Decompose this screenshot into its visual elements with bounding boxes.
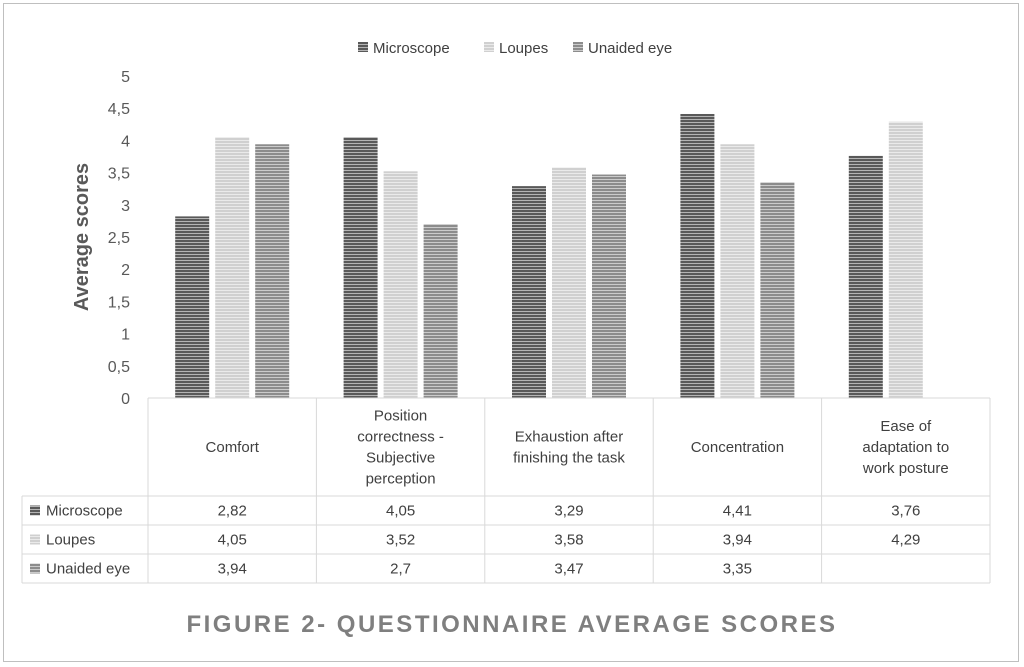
category-label: work posture — [862, 460, 949, 477]
y-tick-label: 1,5 — [108, 294, 130, 311]
y-tick-label: 0,5 — [108, 359, 130, 376]
y-axis-label: Average scores — [71, 163, 93, 311]
bar — [848, 155, 883, 398]
row-series-label: Microscope — [46, 503, 123, 520]
bar — [423, 224, 458, 398]
table-cell: 2,7 — [390, 561, 411, 578]
category-label: perception — [366, 471, 436, 488]
table-cell: 4,05 — [386, 503, 415, 520]
y-tick-label: 5 — [121, 69, 130, 86]
y-tick-label: 4 — [121, 133, 130, 150]
y-tick-label: 3,5 — [108, 166, 130, 183]
legend-swatch-0 — [358, 42, 368, 52]
legend-label-2: Unaided eye — [588, 40, 672, 57]
row-legend-swatch — [30, 563, 40, 574]
row-legend-swatch — [30, 505, 40, 516]
bar — [383, 171, 418, 398]
category-label: correctness - — [357, 429, 444, 446]
table-cell: 3,35 — [723, 561, 752, 578]
category-label: adaptation to — [862, 439, 949, 456]
table-cell: 3,29 — [554, 503, 583, 520]
table-cell: 3,52 — [386, 532, 415, 549]
table-cell: 2,82 — [218, 503, 247, 520]
figure-title: FIGURE 2- QUESTIONNAIRE AVERAGE SCORES — [186, 611, 838, 638]
y-tick-label: 2 — [121, 262, 130, 279]
row-legend-swatch — [30, 534, 40, 545]
y-tick-label: 4,5 — [108, 101, 130, 118]
row-series-label: Unaided eye — [46, 561, 130, 578]
bar — [888, 121, 923, 398]
bar — [592, 174, 626, 398]
legend-swatch-1 — [484, 42, 494, 52]
table-cell: 3,76 — [891, 503, 920, 520]
bar — [512, 186, 546, 398]
legend-label-0: Microscope — [373, 40, 450, 57]
category-label: Ease of — [880, 418, 932, 435]
table-cell: 4,29 — [891, 532, 920, 549]
y-tick-label: 3 — [121, 198, 130, 215]
bar — [720, 144, 755, 398]
bar — [760, 182, 795, 398]
bar — [343, 137, 378, 398]
legend: Microscope Loupes Unaided eye — [358, 40, 672, 57]
bar — [255, 144, 290, 398]
category-label: Exhaustion after — [515, 429, 623, 446]
row-series-label: Loupes — [46, 532, 95, 549]
bar — [215, 137, 250, 398]
bar — [175, 216, 210, 398]
y-tick-label: 2,5 — [108, 230, 130, 247]
table-cell: 3,94 — [218, 561, 247, 578]
data-table-grid — [21, 397, 991, 584]
category-label: Concentration — [691, 439, 784, 456]
category-label: finishing the task — [513, 450, 625, 467]
bar — [552, 167, 586, 398]
category-label: Comfort — [206, 439, 260, 456]
category-label: Position — [374, 408, 427, 425]
table-cell: 3,58 — [554, 532, 583, 549]
table-cell: 3,47 — [554, 561, 583, 578]
table-cell: 4,41 — [723, 503, 752, 520]
bar — [680, 113, 715, 398]
y-tick-label: 0 — [121, 391, 130, 408]
table-cell: 4,05 — [218, 532, 247, 549]
category-label: Subjective — [366, 450, 435, 467]
table-cell: 3,94 — [723, 532, 752, 549]
y-tick-label: 1 — [121, 327, 130, 344]
legend-label-1: Loupes — [499, 40, 548, 57]
legend-swatch-2 — [573, 42, 583, 52]
